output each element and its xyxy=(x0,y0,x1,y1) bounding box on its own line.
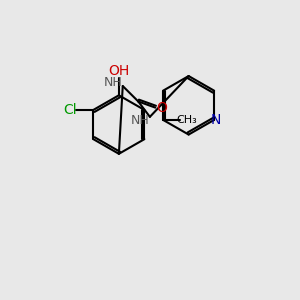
Text: O: O xyxy=(156,100,167,115)
Text: OH: OH xyxy=(108,64,130,78)
Text: NH: NH xyxy=(131,114,150,127)
Text: Cl: Cl xyxy=(63,103,77,117)
Text: CH₃: CH₃ xyxy=(176,115,197,125)
Text: N: N xyxy=(211,113,221,127)
Text: NH: NH xyxy=(104,76,123,89)
